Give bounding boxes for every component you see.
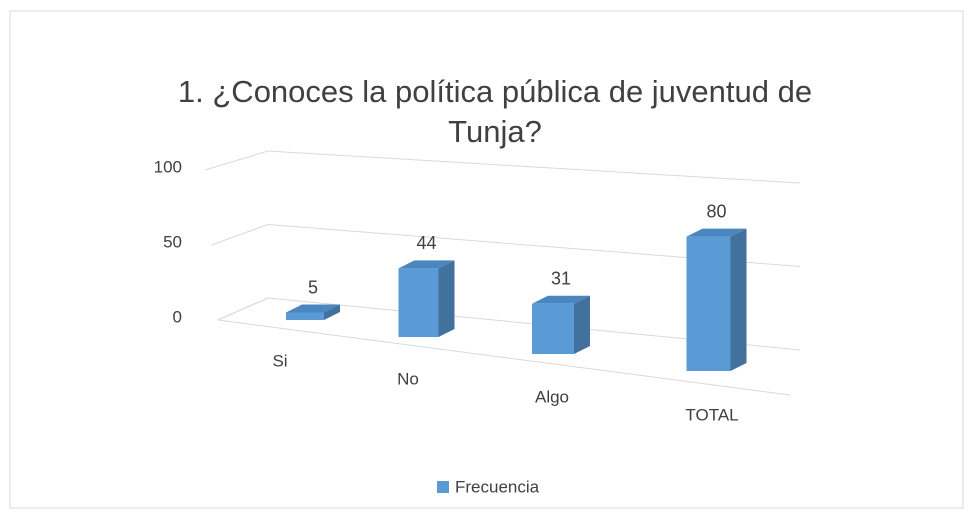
y-tick-label: 0 [173,307,182,326]
bar-side [324,304,340,320]
data-label: 44 [416,233,436,253]
data-label: 31 [551,269,571,289]
legend-swatch [437,481,449,493]
legend-label: Frecuencia [455,477,540,496]
bar-side [730,228,747,371]
bar [398,268,439,337]
bar-side [438,260,455,337]
bar-top [686,228,747,237]
chart-border [9,10,964,509]
bar [532,303,574,354]
bar-top [286,304,340,313]
x-tick-label: No [397,369,419,388]
grid-line [217,297,269,321]
y-tick-label: 50 [163,232,182,251]
floor-edge [217,319,791,396]
bar-top [398,260,455,269]
y-tick-label: 100 [154,157,182,176]
data-label: 5 [308,277,318,297]
x-tick-label: Si [272,351,287,370]
x-tick-label: Algo [535,387,569,406]
grid-line [211,224,269,246]
x-tick-label: TOTAL [685,405,738,424]
bar [686,236,731,371]
grid-line [204,150,269,171]
grid-line [267,150,801,184]
chart-title: 1. ¿Conoces la política pública de juven… [177,74,813,149]
bar-side [574,295,590,354]
bar-top [532,295,590,304]
bar [286,312,324,320]
data-label: 80 [706,201,726,221]
